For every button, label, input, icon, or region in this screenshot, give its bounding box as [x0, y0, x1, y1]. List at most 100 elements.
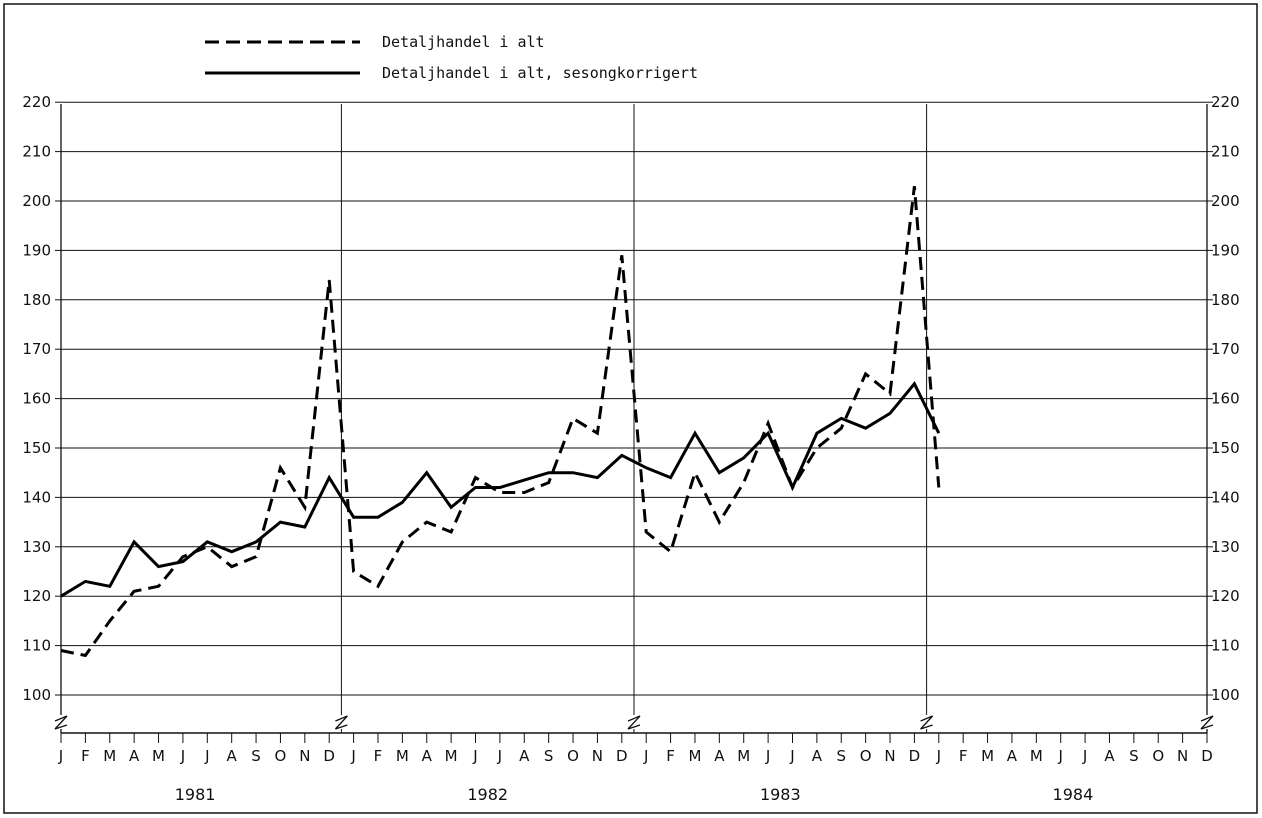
point-seasonally-adjusted	[938, 432, 940, 434]
point-unadjusted	[572, 417, 574, 419]
axis-labels: 100 100 110 110 120 120 130 130 140 140 150 150 160 1…	[22, 93, 1239, 804]
axis-break-right	[1200, 715, 1214, 730]
year-label: 1981	[175, 785, 216, 804]
x-tick-label: J	[789, 747, 794, 765]
y-tick-label-right: 210	[1211, 143, 1240, 161]
point-unadjusted	[889, 392, 891, 394]
axes	[54, 101, 1214, 743]
point-seasonally-adjusted	[84, 580, 86, 582]
x-tick-label: A	[129, 747, 140, 765]
point-seasonally-adjusted	[840, 417, 842, 419]
x-tick-label: S	[836, 747, 846, 765]
point-unadjusted	[840, 427, 842, 429]
grid	[61, 101, 1207, 733]
point-unadjusted	[450, 531, 452, 533]
x-tick-label: M	[1030, 747, 1043, 765]
point-unadjusted	[279, 467, 281, 469]
axis-break-year	[627, 715, 641, 730]
point-seasonally-adjusted	[621, 454, 623, 456]
x-tick-label: J	[58, 747, 63, 765]
point-unadjusted	[913, 185, 915, 187]
point-unadjusted	[182, 555, 184, 557]
point-unadjusted	[474, 476, 476, 478]
year-label: 1984	[1053, 785, 1094, 804]
x-tick-label: S	[544, 747, 554, 765]
point-seasonally-adjusted	[596, 476, 598, 478]
x-tick-label: O	[567, 747, 579, 765]
x-tick-label: M	[737, 747, 750, 765]
point-unadjusted	[352, 570, 354, 572]
x-tick-label: M	[103, 747, 116, 765]
y-tick-label-right: 110	[1211, 637, 1240, 655]
series-line-unadjusted	[60, 186, 941, 658]
point-unadjusted	[743, 481, 745, 483]
y-tick-label-left: 170	[22, 340, 51, 358]
point-unadjusted	[206, 546, 208, 548]
x-tick-label: A	[812, 747, 823, 765]
y-tick-label-left: 150	[22, 439, 51, 457]
x-tick-label: F	[666, 747, 675, 765]
x-tick-label: N	[1177, 747, 1188, 765]
point-seasonally-adjusted	[230, 551, 232, 553]
point-seasonally-adjusted	[255, 541, 257, 543]
x-tick-label: O	[1152, 747, 1164, 765]
y-tick-label-left: 190	[22, 241, 51, 259]
x-tick-label: S	[251, 747, 261, 765]
year-label: 1982	[467, 785, 508, 804]
y-tick-label-left: 120	[22, 587, 51, 605]
point-seasonally-adjusted	[206, 541, 208, 543]
point-seasonally-adjusted	[328, 476, 330, 478]
point-unadjusted	[694, 472, 696, 474]
point-unadjusted	[377, 585, 379, 587]
point-seasonally-adjusted	[767, 432, 769, 434]
point-unadjusted	[84, 654, 86, 656]
point-seasonally-adjusted	[474, 486, 476, 488]
x-tick-label: D	[1201, 747, 1213, 765]
y-tick-label-left: 160	[22, 390, 51, 408]
x-tick-label: J	[1057, 747, 1062, 765]
y-tick-label-right: 180	[1211, 291, 1240, 309]
y-tick-label-left: 210	[22, 143, 51, 161]
point-unadjusted	[426, 521, 428, 523]
x-tick-label: M	[396, 747, 409, 765]
point-seasonally-adjusted	[377, 516, 379, 518]
x-tick-label: M	[152, 747, 165, 765]
point-seasonally-adjusted	[109, 585, 111, 587]
y-tick-label-right: 200	[1211, 192, 1240, 210]
point-seasonally-adjusted	[889, 412, 891, 414]
y-tick-label-right: 170	[1211, 340, 1240, 358]
point-unadjusted	[938, 486, 940, 488]
series-layer	[60, 185, 941, 658]
x-tick-label: J	[936, 747, 941, 765]
y-tick-label-left: 180	[22, 291, 51, 309]
x-tick-label: D	[909, 747, 921, 765]
x-tick-label: O	[860, 747, 872, 765]
point-seasonally-adjusted	[401, 501, 403, 503]
x-tick-label: M	[445, 747, 458, 765]
axis-break-year	[920, 715, 934, 730]
point-unadjusted	[645, 531, 647, 533]
point-seasonally-adjusted	[133, 541, 135, 543]
x-tick-label: N	[592, 747, 603, 765]
year-label: 1983	[760, 785, 801, 804]
point-seasonally-adjusted	[572, 472, 574, 474]
point-seasonally-adjusted	[718, 472, 720, 474]
x-tick-label: N	[884, 747, 895, 765]
point-seasonally-adjusted	[352, 516, 354, 518]
point-seasonally-adjusted	[547, 472, 549, 474]
x-tick-label: S	[1129, 747, 1139, 765]
point-unadjusted	[133, 590, 135, 592]
x-tick-label: J	[643, 747, 648, 765]
point-seasonally-adjusted	[60, 595, 62, 597]
x-tick-label: J	[472, 747, 477, 765]
y-tick-label-left: 220	[22, 93, 51, 111]
x-tick-label: A	[1104, 747, 1115, 765]
legend-label-seasonally-adjusted: Detaljhandel i alt, sesongkorrigert	[382, 64, 698, 82]
point-seasonally-adjusted	[499, 486, 501, 488]
point-unadjusted	[718, 521, 720, 523]
y-tick-label-right: 120	[1211, 587, 1240, 605]
point-seasonally-adjusted	[864, 427, 866, 429]
x-tick-label: M	[981, 747, 994, 765]
point-seasonally-adjusted	[426, 472, 428, 474]
